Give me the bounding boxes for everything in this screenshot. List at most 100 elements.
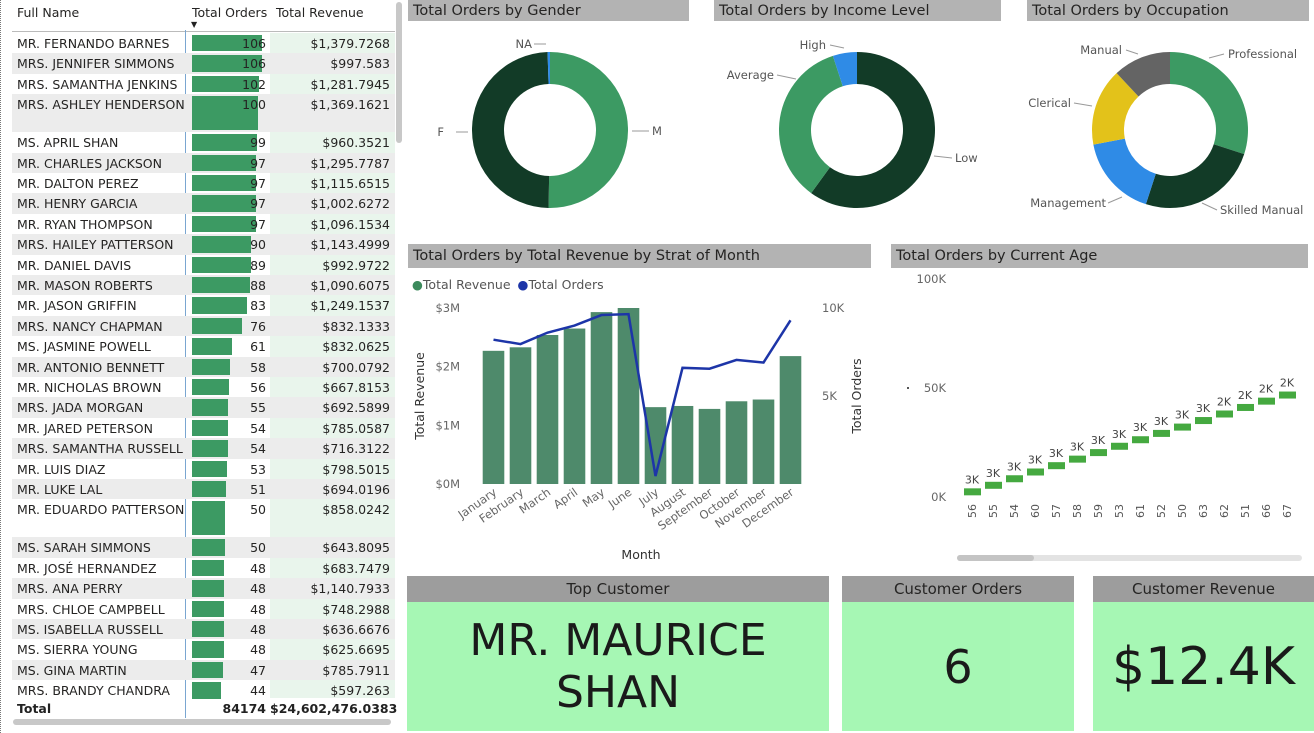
age-value-marker[interactable] — [1111, 442, 1128, 450]
age-value-marker[interactable] — [1174, 423, 1191, 431]
table-row[interactable]: MR. CHARLES JACKSON 97 $1,295.7787 — [12, 152, 395, 173]
total-orders: 84174 — [222, 701, 267, 716]
table-row[interactable]: MS. SARAH SIMMONS 50 $643.8095 — [12, 537, 395, 558]
age-value-marker[interactable] — [1027, 468, 1044, 476]
age-value-marker[interactable] — [1237, 403, 1254, 411]
cell-full-name: MR. RYAN THOMPSON — [17, 216, 153, 232]
revenue-bar[interactable] — [617, 308, 640, 484]
cell-total-orders: 61 — [250, 339, 266, 355]
table-row[interactable]: MRS. BRANDY CHANDRA 44 $597.263 — [12, 680, 395, 700]
table-row[interactable]: MR. FERNANDO BARNES 106 $1,379.7268 — [12, 33, 395, 53]
horizontal-scrollbar[interactable] — [13, 719, 391, 725]
donut-slice-na[interactable] — [547, 52, 550, 85]
revenue-bar[interactable] — [482, 350, 505, 484]
column-header-total-orders[interactable]: Total Orders — [192, 5, 268, 20]
donut-slice-m[interactable] — [548, 52, 628, 208]
donut-slice-low[interactable] — [811, 52, 935, 208]
age-chart-scrollbar-thumb[interactable] — [957, 555, 1034, 561]
donut-label: Average — [727, 68, 774, 82]
age-value-marker[interactable] — [1069, 455, 1086, 463]
table-row[interactable]: MR. MASON ROBERTS 88 $1,090.6075 — [12, 275, 395, 296]
age-value-marker[interactable] — [1195, 417, 1212, 425]
revenue-bar[interactable] — [536, 334, 559, 484]
revenue-bar[interactable] — [752, 399, 775, 484]
table-row[interactable]: MR. LUKE LAL 51 $694.0196 — [12, 479, 395, 500]
age-chart-scrollbar-track[interactable] — [957, 555, 1302, 561]
revenue-bar[interactable] — [644, 407, 667, 484]
donut-slice-professional[interactable] — [1170, 52, 1248, 155]
table-row[interactable]: MR. LUIS DIAZ 53 $798.5015 — [12, 459, 395, 479]
age-y-tick-label: 50K — [924, 381, 947, 395]
cell-total-revenue: $667.8153 — [322, 380, 390, 395]
cell-full-name: MRS. JENNIFER SIMMONS — [17, 56, 175, 72]
age-value-marker[interactable] — [1006, 475, 1023, 483]
y2-tick-label: 10K — [822, 301, 845, 315]
age-chart: 0K50K100KTotal Orders3K563K553K543K603K5… — [907, 272, 1296, 518]
table-row[interactable]: MS. ISABELLA RUSSELL 48 $636.6676 — [12, 619, 395, 640]
age-value-marker[interactable] — [964, 488, 981, 496]
table-row[interactable]: MS. APRIL SHAN 99 $960.3521 — [12, 132, 395, 152]
age-data-label: 3K — [1070, 441, 1085, 454]
revenue-bar[interactable] — [725, 401, 748, 484]
table-row[interactable]: MR. EDUARDO PATTERSON 50 $858.0242 — [12, 499, 395, 537]
age-value-marker[interactable] — [1153, 429, 1170, 437]
column-header-full-name[interactable]: Full Name — [17, 5, 80, 20]
table-row[interactable]: MR. ANTONIO BENNETT 58 $700.0792 — [12, 356, 395, 377]
table-row[interactable]: MR. DANIEL DAVIS 89 $992.9722 — [12, 255, 395, 275]
cell-total-revenue: $832.0625 — [322, 339, 390, 355]
cell-full-name: MR. LUKE LAL — [17, 482, 103, 497]
table-row[interactable]: MR. JARED PETERSON 54 $785.0587 — [12, 418, 395, 438]
donut-slice-f[interactable] — [471, 52, 550, 208]
cell-total-revenue: $1,143.4999 — [310, 237, 390, 253]
donut-label: Professional — [1228, 47, 1297, 61]
vertical-scrollbar[interactable] — [396, 2, 402, 143]
cell-total-revenue: $960.3521 — [322, 135, 390, 151]
donut-slice-management[interactable] — [1093, 138, 1156, 205]
table-row[interactable]: MRS. SAMANTHA RUSSELL 54 $716.3122 — [12, 438, 395, 459]
revenue-bar[interactable] — [509, 347, 532, 484]
month-chart-title: Total Orders by Total Revenue by Strat o… — [408, 244, 871, 268]
age-value-marker[interactable] — [1258, 397, 1275, 405]
age-value-marker[interactable] — [1090, 449, 1107, 457]
orders-line[interactable] — [493, 312, 792, 477]
sort-descending-icon[interactable]: ▼ — [191, 20, 198, 29]
table-row[interactable]: MRS. NANCY CHAPMAN 76 $832.1333 — [12, 315, 395, 337]
revenue-bar[interactable] — [590, 312, 613, 484]
age-value-marker[interactable] — [1216, 410, 1233, 418]
table-row[interactable]: MR. JOSÉ HERNANDEZ 48 $683.7479 — [12, 558, 395, 578]
donut-slice-skilled-manual[interactable] — [1145, 144, 1245, 209]
cell-total-orders: 89 — [250, 257, 266, 273]
cell-total-orders: 97 — [250, 155, 266, 171]
table-row[interactable]: MR. HENRY GARCIA 97 $1,002.6272 — [12, 193, 395, 214]
cell-total-orders: 88 — [250, 278, 266, 293]
table-row[interactable]: MRS. CHLOE CAMPBELL 48 $748.2988 — [12, 599, 395, 619]
table-row[interactable]: MR. DALTON PEREZ 97 $1,115.6515 — [12, 173, 395, 193]
legend-label-orders: Total Orders — [528, 277, 604, 292]
age-value-marker[interactable] — [1048, 462, 1065, 470]
revenue-bar[interactable] — [671, 405, 694, 484]
column-header-total-revenue[interactable]: Total Revenue — [276, 5, 364, 20]
age-value-marker[interactable] — [1279, 391, 1296, 399]
revenue-bar[interactable] — [563, 328, 586, 484]
donut-slice-high[interactable] — [832, 52, 857, 87]
table-row[interactable]: MRS. HAILEY PATTERSON 90 $1,143.4999 — [12, 234, 395, 255]
donut-slice-manual[interactable] — [1116, 52, 1170, 97]
age-value-marker[interactable] — [985, 481, 1002, 489]
table-row[interactable]: MS. SIERRA YOUNG 48 $625.6695 — [12, 639, 395, 659]
donut-slice-clerical[interactable] — [1092, 73, 1139, 145]
table-row[interactable]: MR. RYAN THOMPSON 97 $1,096.1534 — [12, 214, 395, 234]
table-row[interactable]: MS. JASMINE POWELL 61 $832.0625 — [12, 336, 395, 356]
table-row[interactable]: MR. JASON GRIFFIN 83 $1,249.1537 — [12, 295, 395, 315]
table-row[interactable]: MR. NICHOLAS BROWN 56 $667.8153 — [12, 377, 395, 397]
revenue-bar[interactable] — [698, 408, 721, 484]
age-value-marker[interactable] — [1132, 436, 1149, 444]
table-row[interactable]: MS. GINA MARTIN 47 $785.7911 — [12, 659, 395, 681]
table-row[interactable]: MRS. JADA MORGAN 55 $692.5899 — [12, 397, 395, 418]
donut-slice-average[interactable] — [779, 55, 843, 194]
revenue-bar[interactable] — [779, 356, 802, 484]
age-x-tick-label: 57 — [1050, 504, 1063, 518]
table-row[interactable]: MRS. ANA PERRY 48 $1,140.7933 — [12, 578, 395, 599]
table-row[interactable]: MRS. JENNIFER SIMMONS 106 $997.583 — [12, 53, 395, 74]
table-row[interactable]: MRS. SAMANTHA JENKINS 102 $1,281.7945 — [12, 74, 395, 94]
table-row[interactable]: MRS. ASHLEY HENDERSON 100 $1,369.1621 — [12, 94, 395, 133]
